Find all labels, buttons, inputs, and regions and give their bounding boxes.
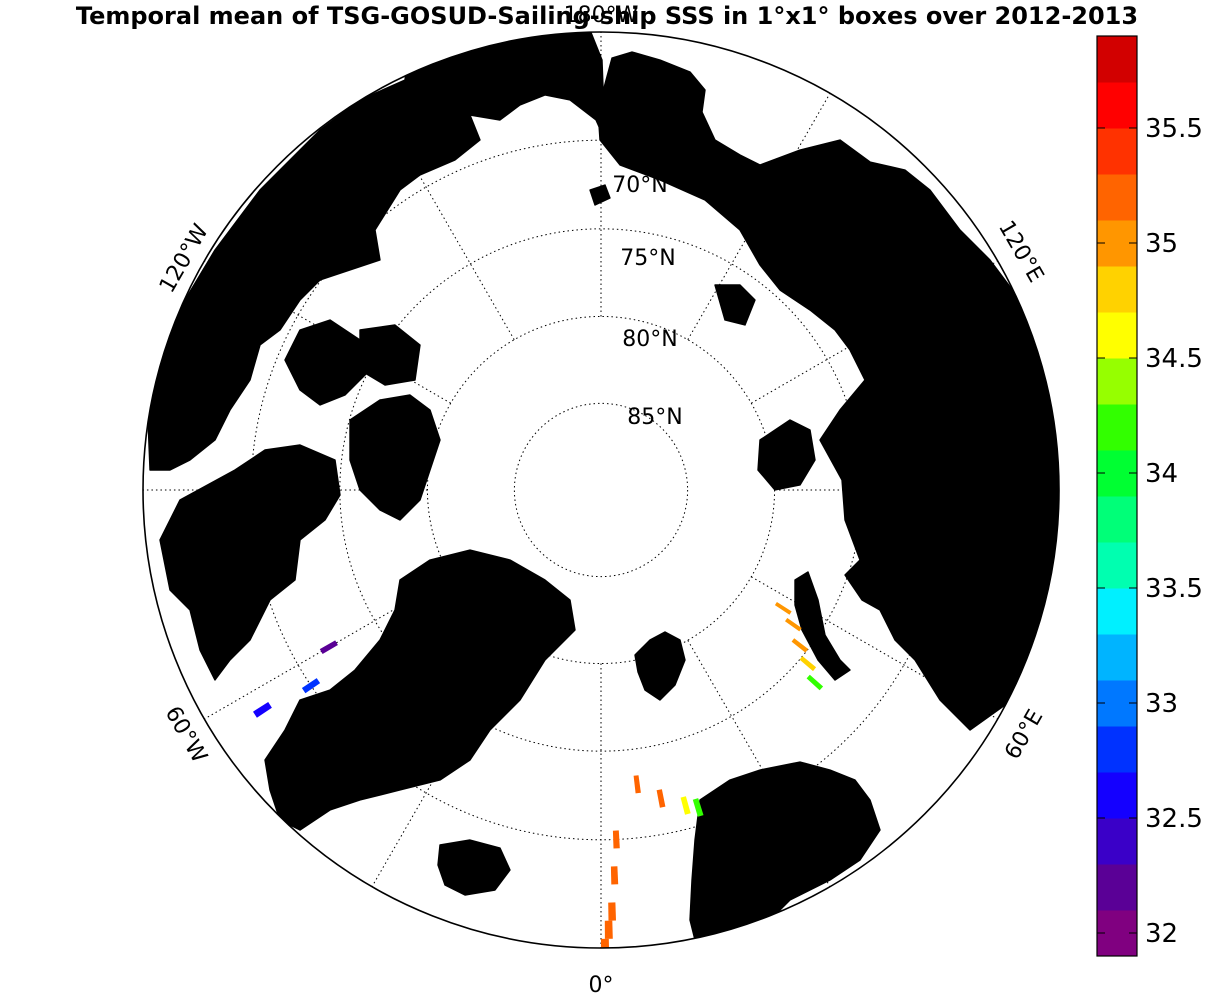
land-wrangel <box>589 184 611 206</box>
sss-cell <box>633 775 641 794</box>
land-severnaya <box>757 419 816 491</box>
colorbar-tick-label: 32 <box>1145 919 1178 949</box>
land-novaya-zemlya <box>794 571 851 681</box>
sss-cell <box>680 796 691 815</box>
lat-label-80: 80°N <box>622 327 677 352</box>
land-new-siberian <box>714 284 756 326</box>
colorbar-swatch <box>1097 588 1137 635</box>
colorbar-tick-label: 35 <box>1145 229 1178 259</box>
lat-label-75: 75°N <box>620 246 675 271</box>
colorbar-swatch <box>1097 404 1137 451</box>
colorbar-frame <box>1096 35 1138 957</box>
colorbar-tick-label: 34 <box>1145 459 1178 489</box>
sss-cell <box>604 920 613 939</box>
land-canada <box>147 79 481 471</box>
colorbar-swatch <box>1097 266 1137 313</box>
land-greenland <box>264 549 576 831</box>
sss-cell <box>301 678 321 694</box>
colorbar-tick-label: 32.5 <box>1145 804 1203 834</box>
colorbar-swatch <box>1097 36 1137 83</box>
colorbar-swatch <box>1097 496 1137 543</box>
colorbar-swatch <box>1097 128 1137 175</box>
sss-cell <box>253 702 272 718</box>
colorbar-swatch <box>1097 174 1137 221</box>
land-baffin <box>159 444 341 681</box>
sss-cell <box>612 830 620 849</box>
colorbar-tick-label: 33 <box>1145 689 1178 719</box>
colorbar-swatch <box>1097 82 1137 129</box>
land-canada-islands <box>284 319 371 406</box>
colorbar-swatch <box>1097 772 1137 819</box>
sss-cell <box>806 674 824 691</box>
colorbar-swatch <box>1097 864 1137 911</box>
colorbar-swatch <box>1097 818 1137 865</box>
map-boundary <box>142 31 1060 949</box>
lon-label-180: 180°W <box>564 3 639 28</box>
colorbar-swatch <box>1097 634 1137 681</box>
land-devon <box>359 324 421 386</box>
colorbar-swatch <box>1097 542 1137 589</box>
land-iceland <box>437 839 511 896</box>
colorbar-swatch <box>1097 726 1137 773</box>
sss-cell <box>656 789 666 808</box>
sss-cell <box>791 638 809 653</box>
land-ellesmere <box>349 394 441 521</box>
sss-cell <box>610 866 619 885</box>
colorbar-tick-label: 35.5 <box>1145 114 1203 144</box>
parallel-75 <box>339 228 863 752</box>
map-title: Temporal mean of TSG-GOSUD-Sailing-ship … <box>75 2 1139 30</box>
sss-cell <box>799 656 817 672</box>
sss-cell <box>579 975 588 994</box>
land-masses <box>147 32 1059 948</box>
sss-cell <box>519 960 530 980</box>
colorbar-tick-label: 33.5 <box>1145 574 1203 604</box>
colorbar-tick-label: 34.5 <box>1145 344 1203 374</box>
parallel-85 <box>513 402 689 578</box>
sss-cell <box>608 902 616 921</box>
land-siberia <box>597 51 1059 731</box>
colorbar-swatch <box>1097 358 1137 405</box>
sss-cell <box>785 618 802 632</box>
sss-cell <box>692 798 704 817</box>
land-scandinavia <box>689 761 881 948</box>
sss-cell <box>774 602 792 615</box>
lat-label-85: 85°N <box>627 405 682 430</box>
colorbar-swatch <box>1097 312 1137 359</box>
lat-label-70: 70°N <box>612 173 667 198</box>
colorbar: 32 32.5 33 33.5 34 34.5 35 35.5 <box>1096 35 1203 957</box>
sss-cell <box>319 640 338 654</box>
lon-label-0: 0° <box>589 973 614 995</box>
graticule <box>143 32 1059 948</box>
sss-cells <box>253 602 824 994</box>
land-svalbard <box>634 631 686 701</box>
lon-label-60e: 60°E <box>1000 706 1048 764</box>
